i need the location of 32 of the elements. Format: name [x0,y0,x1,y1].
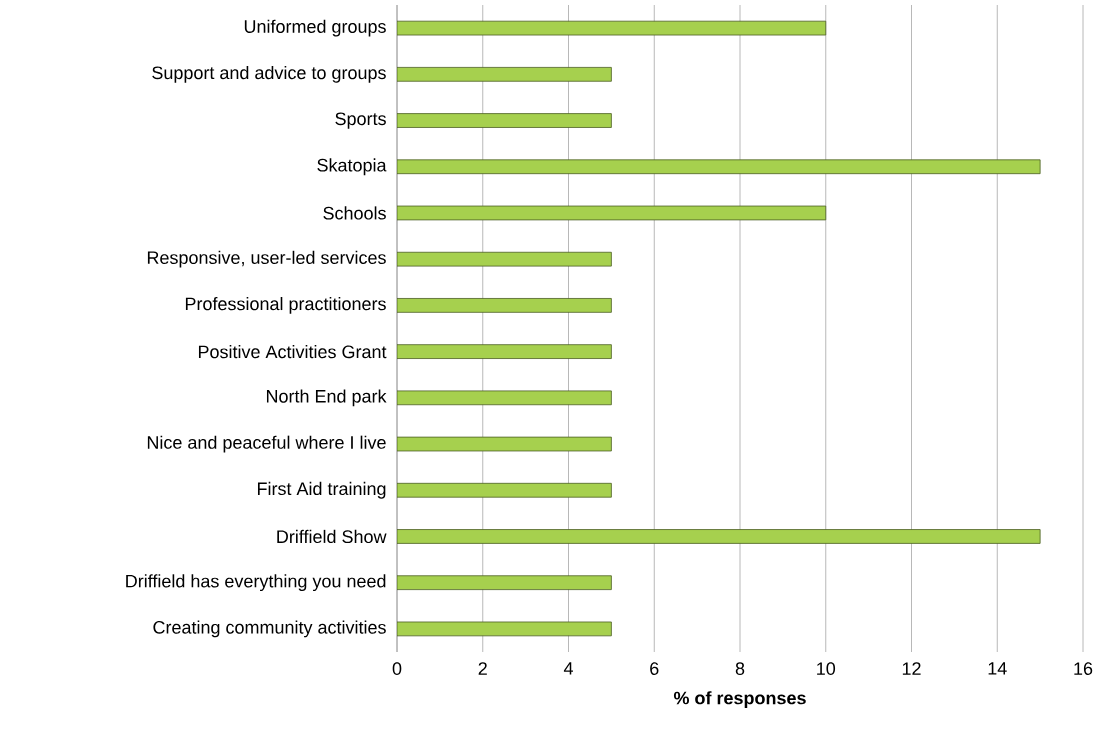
bar [397,66,612,82]
bar [397,113,612,128]
y-tick-label: Driffield has everything you need [126,574,386,592]
x-tick-label: 10 [817,662,836,675]
x-tick-label: 6 [650,662,659,675]
x-axis-title: % of responses [673,691,806,708]
y-tick-label: Sports [335,112,386,129]
x-tick-label: 12 [902,662,921,675]
bar [397,529,1041,544]
y-tick-label: First Aid training [257,481,386,499]
bar [397,482,612,498]
y-tick-label: Positive Activities Grant [198,345,387,359]
y-tick-label: Creating community activities [153,620,386,638]
x-tick-label: 0 [392,662,402,675]
x-tick-label: 2 [478,662,487,675]
bar [397,344,612,359]
y-tick-label: Driffield Show [277,529,387,544]
y-tick-label: Schools [323,206,386,220]
y-tick-label: Responsive, user-led services [147,250,386,268]
y-tick-label: Skatopia [317,158,387,176]
y-tick-label: Professional practitioners [185,297,386,314]
x-tick-label: 4 [563,662,573,675]
x-tick-label: 8 [735,662,745,675]
x-tick-label: 14 [988,662,1007,675]
y-tick-label: North End park [266,389,387,407]
y-tick-label: Nice and peaceful where I live [147,435,386,453]
bar [397,298,612,313]
y-tick-label: Uniformed groups [244,19,386,37]
x-tick-label: 16 [1074,662,1093,675]
y-tick-label: Support and advice to groups [152,65,386,83]
bar [397,159,1041,175]
bar [397,575,612,591]
